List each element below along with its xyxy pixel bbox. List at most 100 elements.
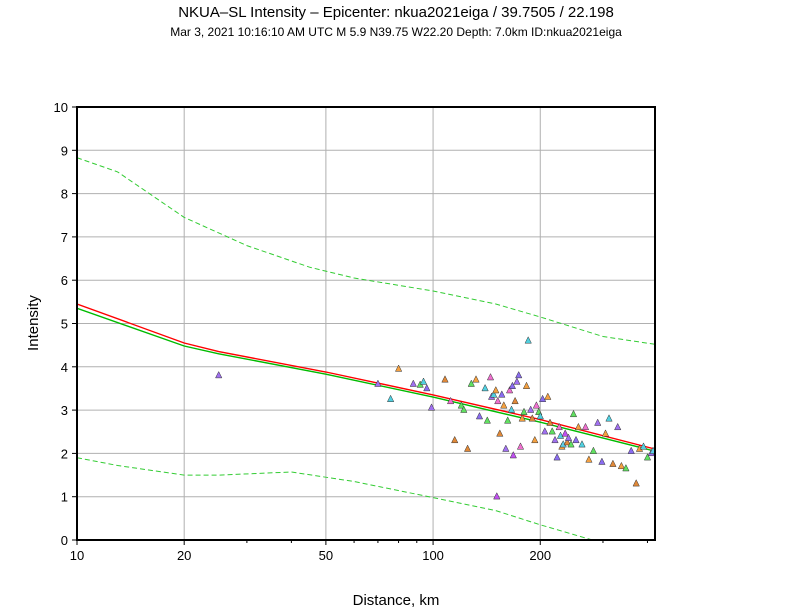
station-point (513, 377, 521, 385)
station-point (386, 394, 395, 402)
station-point (581, 422, 590, 431)
station-point (632, 479, 640, 487)
red-curve-line (77, 303, 655, 450)
station-point (563, 438, 571, 446)
station-point (507, 405, 516, 413)
station-point (451, 435, 459, 444)
station-point (553, 453, 561, 461)
station-point (555, 422, 563, 431)
axis-ticks: 0 1 2 3 4 5 6 7 8 9 10 10 20 50 100 200 (54, 100, 648, 563)
station-point (494, 396, 502, 405)
station-point (589, 446, 598, 454)
station-point (572, 435, 580, 444)
x-tick-label: 100 (422, 548, 444, 563)
station-point (522, 381, 531, 389)
station-point (472, 375, 480, 383)
station-point (483, 416, 491, 424)
station-point (374, 379, 382, 387)
station-point (498, 390, 506, 398)
station-point (609, 459, 617, 467)
station-point (614, 422, 622, 431)
station-point (585, 455, 593, 463)
station-point (215, 370, 223, 379)
station-point (544, 392, 552, 400)
x-tick-label: 20 (177, 548, 191, 563)
x-tick-label: 200 (529, 548, 551, 563)
station-point (548, 427, 556, 435)
station-point (524, 336, 532, 344)
y-tick-label: 8 (61, 187, 68, 202)
station-point (643, 453, 652, 461)
station-point (500, 401, 508, 409)
station-point (509, 451, 517, 459)
station-point (601, 429, 610, 437)
green-curve-line (77, 307, 655, 452)
y-tick-label: 0 (61, 533, 68, 548)
station-point (427, 403, 436, 411)
station-point (622, 464, 630, 472)
station-point (409, 379, 417, 387)
station-point (467, 379, 475, 387)
station-point (627, 446, 635, 454)
x-tick-label: 50 (319, 548, 333, 563)
y-tick-label: 2 (61, 446, 68, 461)
station-point (574, 422, 583, 431)
station-point (423, 383, 431, 392)
station-point (564, 433, 573, 441)
station-point (490, 390, 498, 398)
y-tick-label: 6 (61, 273, 68, 288)
y-tick-label: 7 (61, 230, 68, 245)
chart-subtitle: Mar 3, 2021 10:16:10 AM UTC M 5.9 N39.75… (170, 25, 622, 39)
y-tick-label: 10 (54, 100, 68, 115)
lower-dashed-line (77, 457, 595, 540)
station-point (502, 444, 510, 452)
station-point (536, 412, 544, 420)
station-point (481, 383, 489, 392)
station-point (561, 429, 569, 437)
station-point (496, 429, 504, 437)
station-point (394, 364, 403, 372)
station-point (457, 401, 465, 409)
station-point (515, 370, 523, 379)
y-tick-label: 1 (61, 490, 68, 505)
station-point (504, 416, 512, 424)
station-point (546, 418, 554, 426)
y-tick-label: 5 (61, 317, 68, 332)
station-point (594, 418, 602, 426)
station-point (446, 396, 455, 405)
station-point (528, 414, 536, 422)
station-point (516, 442, 525, 450)
y-tick-label: 9 (61, 143, 68, 158)
y-tick-label: 3 (61, 403, 68, 418)
y-axis-label: Intensity (25, 295, 42, 351)
station-point (463, 444, 472, 452)
station-point (419, 377, 428, 385)
station-point (617, 461, 626, 470)
station-point (541, 427, 549, 435)
station-point (551, 435, 559, 444)
chart-title: NKUA–SL Intensity – Epicenter: nkua2021e… (178, 4, 614, 21)
station-point (441, 375, 449, 383)
station-point (518, 414, 526, 422)
station-point (527, 405, 535, 413)
y-tick-label: 4 (61, 360, 68, 375)
station-point (567, 440, 575, 448)
upper-dashed-line (77, 157, 655, 345)
station-point (532, 401, 541, 409)
station-point (520, 407, 528, 415)
station-point (639, 442, 648, 450)
station-point (556, 431, 565, 439)
station-point (460, 405, 468, 413)
station-point (508, 381, 517, 389)
station-point (578, 440, 586, 448)
station-point (538, 394, 547, 402)
x-axis-label: Distance, km (353, 592, 440, 609)
curves (77, 157, 655, 540)
station-point (569, 409, 578, 418)
station-point (605, 414, 613, 422)
station-point (493, 492, 501, 500)
station-point (505, 386, 514, 394)
x-tick-label: 10 (70, 548, 84, 563)
station-points (215, 336, 655, 500)
